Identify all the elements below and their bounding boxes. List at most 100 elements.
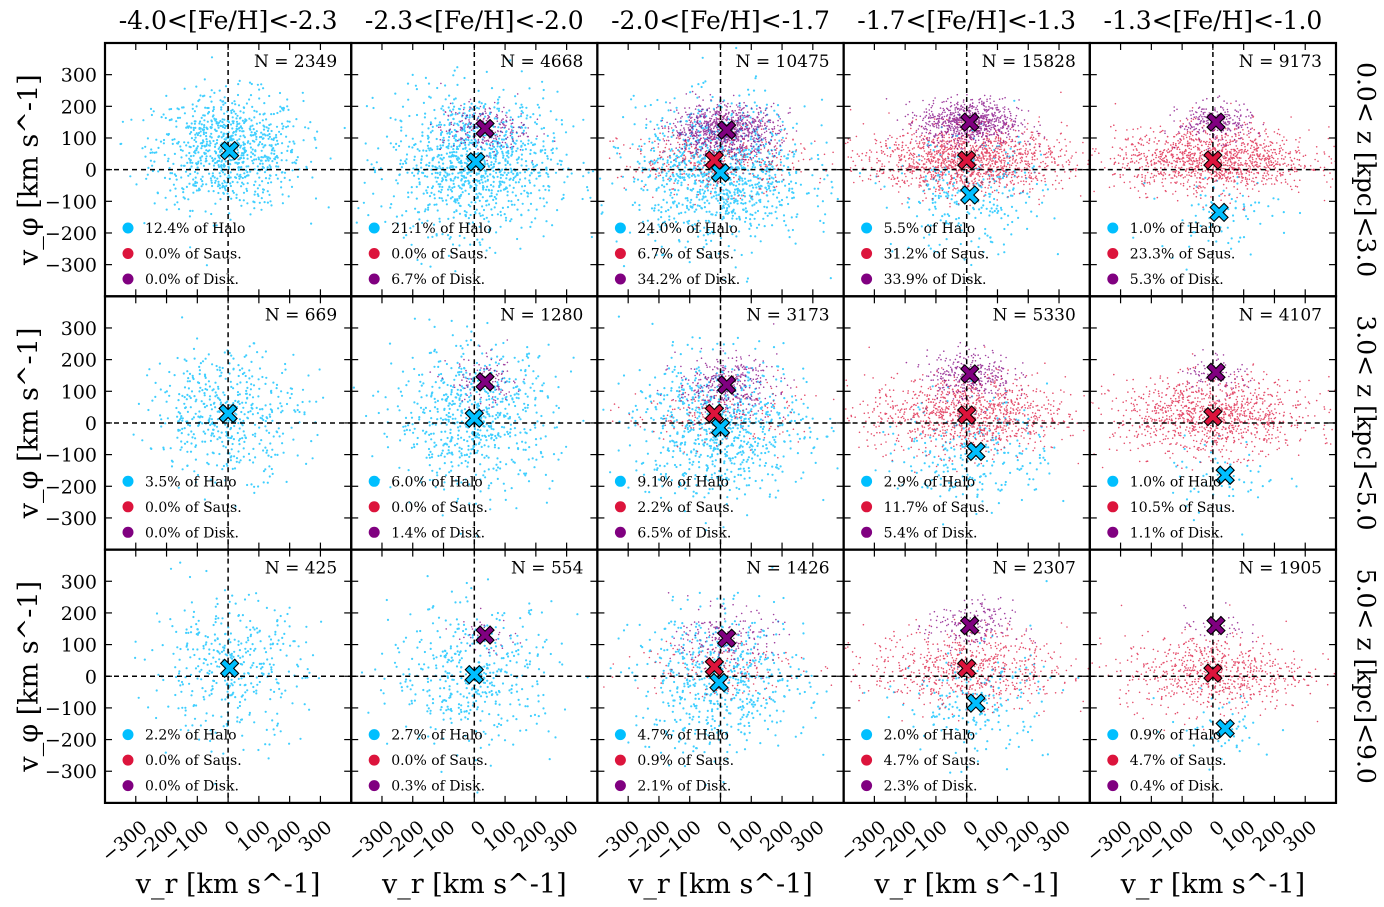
halo-point: [190, 131, 193, 134]
halo-point: [190, 137, 193, 140]
disk-point: [732, 119, 734, 122]
halo-point: [287, 195, 290, 198]
halo-point: [438, 173, 442, 176]
disk-point: [771, 160, 774, 162]
halo-point: [230, 111, 233, 114]
halo-point: [229, 171, 232, 174]
halo-point: [210, 56, 214, 59]
disk-point: [750, 151, 753, 154]
disk-point: [733, 154, 736, 157]
halo-point: [545, 171, 548, 175]
saus-point: [608, 157, 611, 159]
disk-point: [687, 124, 689, 126]
disk-point: [711, 115, 713, 117]
halo-point: [191, 161, 194, 164]
saus-point: [731, 158, 734, 161]
disk-point: [737, 139, 740, 142]
saus-point: [723, 157, 725, 160]
disk-point: [740, 135, 742, 138]
halo-point: [436, 172, 439, 175]
disk-point: [463, 139, 466, 142]
saus-point: [726, 153, 729, 155]
halo-point: [485, 142, 488, 145]
halo-point: [234, 176, 237, 179]
disk-point: [715, 106, 718, 109]
halo-point: [231, 116, 234, 119]
disk-point: [754, 125, 756, 128]
halo-point: [246, 202, 249, 205]
halo-point: [262, 166, 265, 169]
halo-point: [153, 160, 156, 163]
saus-point: [677, 141, 679, 144]
halo-point: [582, 161, 585, 164]
halo-point: [209, 142, 212, 145]
halo-point: [1028, 195, 1031, 199]
disk-point: [759, 121, 761, 123]
halo-point: [517, 198, 520, 202]
disk-point: [736, 114, 739, 116]
halo-point: [749, 213, 752, 216]
disk-point: [696, 119, 699, 122]
saus-point: [1058, 182, 1060, 184]
saus-point: [803, 147, 805, 149]
disk-point: [757, 124, 759, 126]
halo-point: [677, 212, 681, 215]
halo-point: [521, 185, 524, 188]
disk-point: [702, 129, 705, 131]
halo-point: [460, 187, 463, 190]
disk-point: [489, 144, 492, 147]
halo-point: [492, 198, 495, 201]
halo-point: [307, 127, 310, 130]
halo-point: [644, 183, 647, 186]
disk-point: [488, 115, 490, 118]
halo-point: [706, 146, 709, 149]
halo-point: [788, 189, 791, 192]
halo-point: [560, 160, 563, 163]
disk-point: [732, 116, 734, 118]
disk-point: [685, 133, 687, 135]
halo-point: [908, 197, 911, 200]
halo-point: [689, 134, 692, 138]
halo-point: [542, 88, 545, 92]
disk-point: [718, 138, 720, 141]
halo-point: [466, 150, 469, 153]
halo-point: [1039, 153, 1043, 156]
saus-point: [629, 147, 631, 149]
disk-point: [509, 119, 512, 121]
saus-point: [668, 148, 670, 150]
halo-point: [501, 174, 504, 177]
halo-point: [747, 179, 750, 182]
halo-point: [279, 133, 283, 136]
disk-point: [738, 119, 740, 121]
disk-point: [505, 114, 507, 117]
halo-point: [641, 166, 644, 169]
halo-point: [530, 172, 533, 175]
halo-point: [991, 211, 994, 214]
halo-point: [678, 161, 681, 164]
halo-point: [225, 184, 228, 187]
halo-point: [263, 171, 267, 174]
halo-point: [636, 160, 639, 163]
halo-point: [686, 206, 689, 210]
halo-point: [719, 191, 722, 195]
halo-point: [185, 154, 188, 157]
halo-point: [722, 189, 725, 192]
halo-point: [933, 186, 936, 189]
disk-point: [683, 127, 685, 129]
halo-point: [394, 92, 397, 95]
halo-point: [788, 182, 791, 186]
halo-point: [438, 217, 441, 220]
halo-point: [249, 213, 252, 216]
disk-point: [467, 125, 470, 127]
halo-point: [538, 114, 542, 117]
halo-point: [562, 197, 565, 200]
halo-point: [453, 185, 456, 188]
halo-point: [611, 182, 614, 185]
saus-point: [791, 151, 793, 154]
halo-point: [509, 177, 512, 180]
halo-point: [527, 209, 530, 212]
halo-point: [282, 109, 285, 112]
disk-point: [779, 149, 782, 152]
halo-point: [763, 225, 766, 228]
halo-point: [239, 173, 242, 176]
